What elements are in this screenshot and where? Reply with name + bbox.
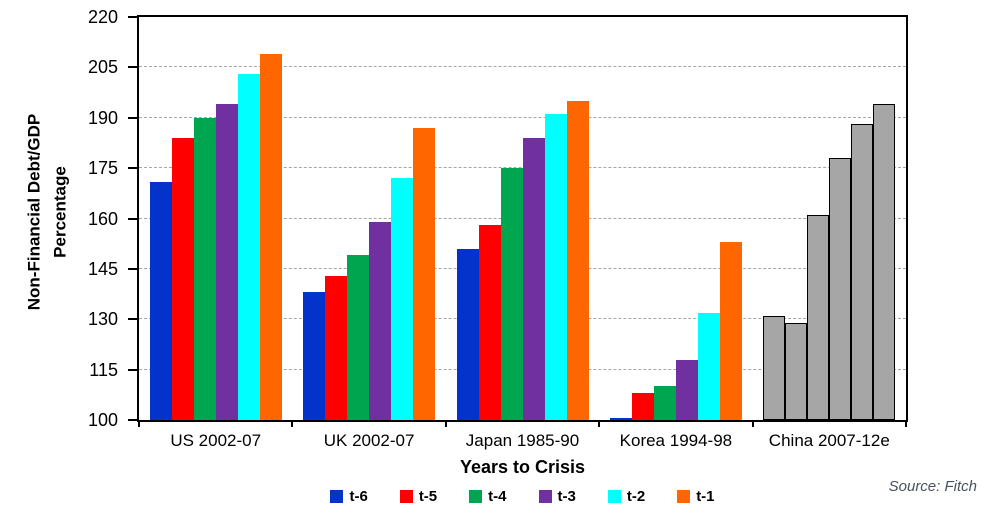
bar-t-6-US 2002-07 [149,181,172,420]
legend-label: t-6 [349,488,368,505]
bar-t-5-UK 2002-07 [325,275,348,420]
y-tick-label: 205 [87,57,118,78]
y-tick-label: 160 [87,208,118,229]
y-tick-label: 100 [87,410,118,430]
legend-swatch-icon [538,490,552,503]
x-tick-mark [598,420,601,427]
bar-t-2-Korea 1994-98 [697,312,720,420]
source-note: Source: Fitch [888,478,977,495]
plot-area [137,15,908,422]
y-tick-mark [128,318,137,321]
y-tick-mark [128,267,137,270]
legend-swatch-icon [399,490,413,503]
legend-item-t-1: t-1 [677,488,715,505]
bar-t-5-China 2007-12e [785,322,808,420]
bar-t-6-China 2007-12e [763,315,786,420]
bar-t-3-US 2002-07 [215,104,238,420]
x-tick-mark [905,420,907,427]
legend-item-t-5: t-5 [399,488,438,505]
y-tick-label: 130 [87,309,118,330]
x-tick-mark [291,420,294,427]
legend-label: t-2 [626,488,646,505]
legend: t-6 t-5 t-4 t-3 t-2 t-1 [137,488,908,505]
bar-t-3-Korea 1994-98 [675,359,698,420]
x-tick-mark [138,420,140,427]
legend-item-t-3: t-3 [538,488,576,505]
legend-label: t-4 [488,488,507,505]
bar-t-1-China 2007-12e [873,104,896,420]
y-tick-label: 115 [89,359,118,380]
bar-t-6-Japan 1985-90 [456,248,479,420]
y-tick-label: 190 [87,107,118,128]
legend-swatch-icon [677,490,691,503]
bar-t-3-UK 2002-07 [369,221,392,420]
bar-t-4-UK 2002-07 [347,255,370,420]
legend-label: t-3 [557,488,576,505]
y-tick-mark [128,167,137,170]
legend-label: t-5 [418,488,438,505]
y-tick-mark [128,116,137,119]
y-tick-mark [128,368,137,371]
bar-t-1-US 2002-07 [259,53,282,420]
category-label: Japan 1985-90 [465,431,580,450]
legend-item-t-6: t-6 [330,488,368,505]
bar-t-3-China 2007-12e [829,158,852,420]
bar-t-1-UK 2002-07 [413,127,436,420]
bar-t-1-Korea 1994-98 [719,242,742,420]
y-tick-mark [128,217,137,220]
y-tick-mark [128,16,137,18]
bar-t-2-UK 2002-07 [391,178,414,420]
y-tick-mark [128,66,137,69]
bar-t-3-Japan 1985-90 [522,137,545,420]
category-label: UK 2002-07 [323,431,415,450]
bar-t-6-UK 2002-07 [303,292,326,420]
bar-t-5-US 2002-07 [171,137,194,420]
x-axis-title: Years to Crisis [459,457,586,477]
bar-t-4-Japan 1985-90 [500,168,523,420]
category-label: China 2007-12e [768,431,890,450]
bar-t-2-US 2002-07 [237,74,260,420]
category-label: Korea 1994-98 [619,431,733,450]
y-tick-mark [128,419,137,421]
gridline [139,116,906,118]
bar-t-4-Korea 1994-98 [653,386,676,420]
y-tick-label: 175 [87,158,118,179]
bar-t-4-US 2002-07 [193,117,216,420]
legend-item-t-2: t-2 [607,488,646,505]
y-tick-label: 145 [87,258,118,279]
bar-t-2-Japan 1985-90 [544,114,567,420]
bar-t-6-Korea 1994-98 [609,418,632,420]
bar-t-4-China 2007-12e [807,215,830,420]
y-tick-label: 220 [87,7,118,27]
bar-t-2-China 2007-12e [851,124,874,420]
bar-t-5-Korea 1994-98 [631,393,654,420]
x-tick-mark [444,420,447,427]
legend-label: t-1 [696,488,715,505]
legend-swatch-icon [469,490,483,503]
x-tick-mark [751,420,754,427]
bar-t-5-Japan 1985-90 [478,225,501,420]
legend-swatch-icon [607,490,621,503]
legend-swatch-icon [330,490,344,503]
gridline [139,66,906,68]
legend-item-t-4: t-4 [469,488,507,505]
bar-t-1-Japan 1985-90 [566,100,589,420]
category-label: US 2002-07 [170,431,262,450]
